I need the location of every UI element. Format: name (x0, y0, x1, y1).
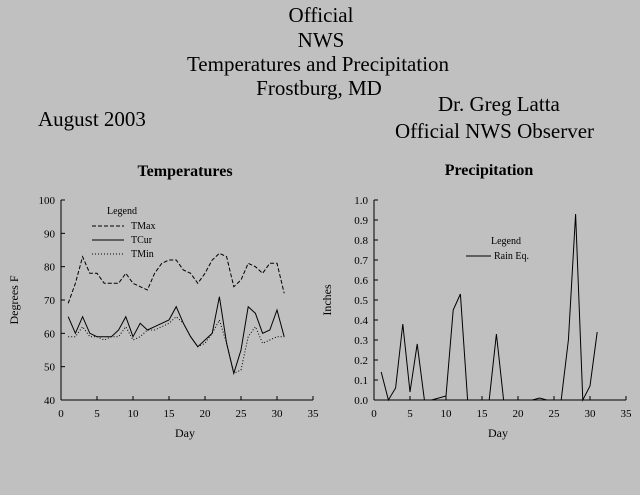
precip-x-axis-label: Day (488, 426, 508, 440)
temp-x-tick-label: 10 (128, 408, 140, 420)
precip-y-tick-label: 0.0 (354, 395, 368, 407)
temp-x-tick-label: 5 (94, 408, 100, 420)
precip-y-tick-label: 0.8 (354, 235, 368, 247)
precip-x-tick-label: 15 (477, 408, 489, 420)
header-line-nws: NWS (297, 28, 345, 52)
temp-y-tick-label: 80 (44, 262, 56, 274)
precip-x-tick-label: 25 (549, 408, 561, 420)
temp-x-tick-label: 35 (308, 408, 320, 420)
temp-legend-label: TMin (131, 249, 154, 260)
temp-legend-label: TMax (131, 221, 155, 232)
precip-x-tick-label: 0 (371, 408, 377, 420)
header-line-title: Temperatures and Precipitation (186, 52, 450, 76)
precip-series-line-rain-eq (380, 213, 598, 402)
temp-y-tick-label: 90 (44, 228, 56, 240)
precip-y-tick-label: 0.4 (354, 315, 368, 327)
precip-y-tick-label: 0.7 (354, 255, 368, 267)
temp-x-tick-label: 0 (58, 408, 64, 420)
header-date: August 2003 (38, 107, 146, 131)
header-line-location: Frostburg, MD (256, 76, 382, 100)
precip-y-tick-label: 1.0 (354, 195, 368, 207)
precip-y-tick-label: 0.9 (354, 215, 368, 227)
temp-y-tick-label: 60 (44, 328, 56, 340)
precip-legend-label: Rain Eq. (494, 251, 529, 262)
temp-x-axis-label: Day (175, 426, 195, 440)
temp-x-tick-label: 15 (164, 408, 176, 420)
header-line-official: Official (288, 3, 354, 27)
temp-x-tick-label: 20 (200, 408, 212, 420)
temp-x-tick-label: 25 (236, 408, 248, 420)
precip-y-tick-label: 0.1 (354, 375, 368, 387)
temp-y-axis-label: Degrees F (7, 275, 21, 324)
temp-x-tick-label: 30 (272, 408, 284, 420)
precip-y-tick-label: 0.6 (354, 275, 368, 287)
precip-x-tick-label: 30 (585, 408, 597, 420)
precip-x-tick-label: 35 (621, 408, 633, 420)
temp-series-line-tcur (67, 296, 285, 376)
precip-y-tick-label: 0.5 (354, 295, 368, 307)
observer-name: Dr. Greg Latta (438, 92, 560, 116)
temp-legend-label: TCur (131, 235, 153, 246)
temp-y-tick-label: 70 (44, 295, 56, 307)
temp-y-tick-label: 100 (39, 195, 56, 207)
precip-y-tick-label: 0.3 (354, 335, 368, 347)
observer-title: Official NWS Observer (395, 119, 595, 143)
precip-x-tick-label: 5 (407, 408, 413, 420)
precip-x-tick-label: 20 (513, 408, 525, 420)
temp-legend-title: Legend (107, 206, 137, 217)
temp-chart-title: Temperatures (137, 163, 233, 180)
temp-y-tick-label: 50 (44, 362, 56, 374)
precip-chart-title: Precipitation (444, 162, 534, 179)
precip-x-tick-label: 10 (441, 408, 453, 420)
precip-y-tick-label: 0.2 (354, 355, 368, 367)
temp-series-line-tmin (68, 316, 285, 375)
precip-legend-title: Legend (491, 236, 521, 247)
precip-y-axis-label: Inches (320, 284, 334, 316)
temp-series-line-tmax (67, 252, 285, 304)
temp-y-tick-label: 40 (44, 395, 56, 407)
